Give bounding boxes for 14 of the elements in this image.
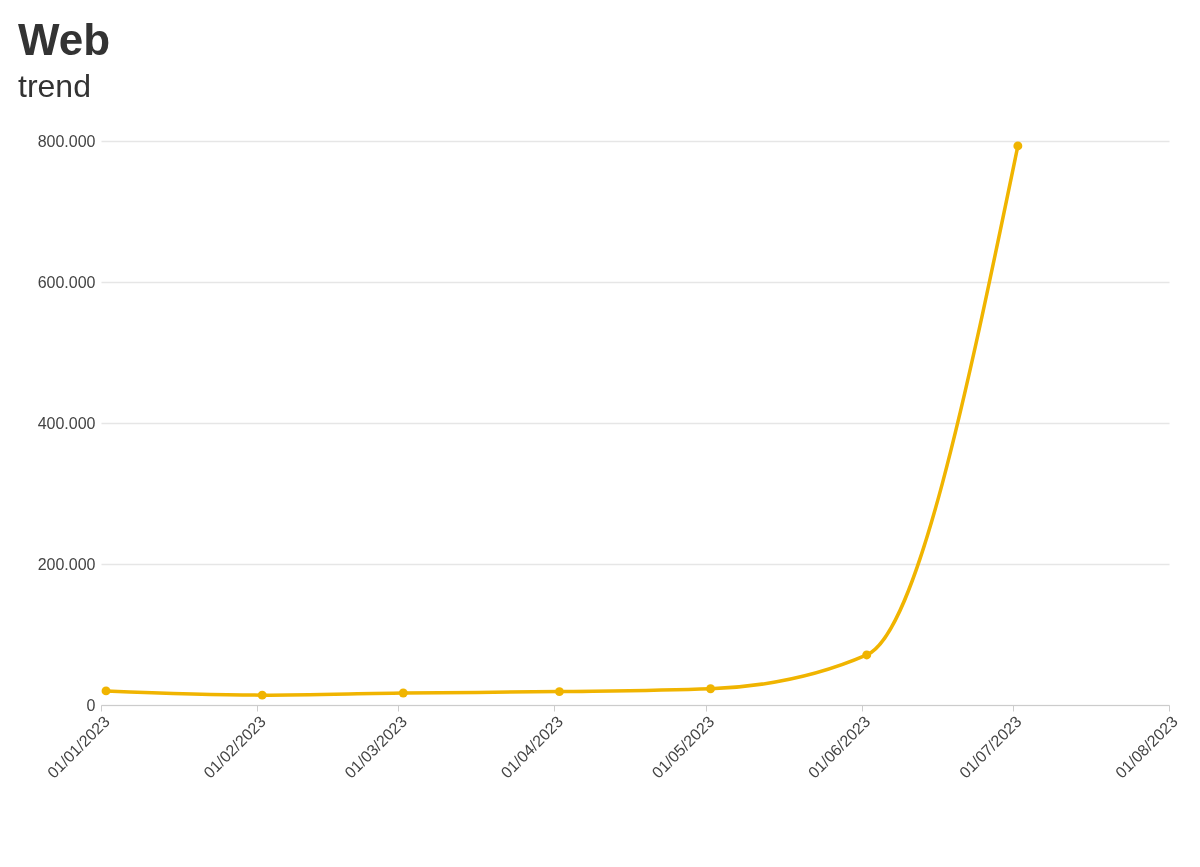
point (554, 687, 564, 697)
point (706, 684, 716, 694)
point (862, 650, 872, 660)
chart-title: Web (18, 15, 111, 64)
y-tick-label: 0 (86, 696, 96, 714)
point (101, 686, 111, 696)
y-tick-label: 800.000 (37, 132, 96, 150)
y-tick-label: 200.000 (37, 555, 96, 573)
point (398, 688, 408, 698)
y-tick-label: 400.000 (37, 414, 96, 432)
point (1013, 141, 1023, 151)
point (257, 690, 267, 700)
y-tick-label: 600.000 (37, 273, 96, 291)
chart-subtitle: trend (18, 68, 91, 104)
